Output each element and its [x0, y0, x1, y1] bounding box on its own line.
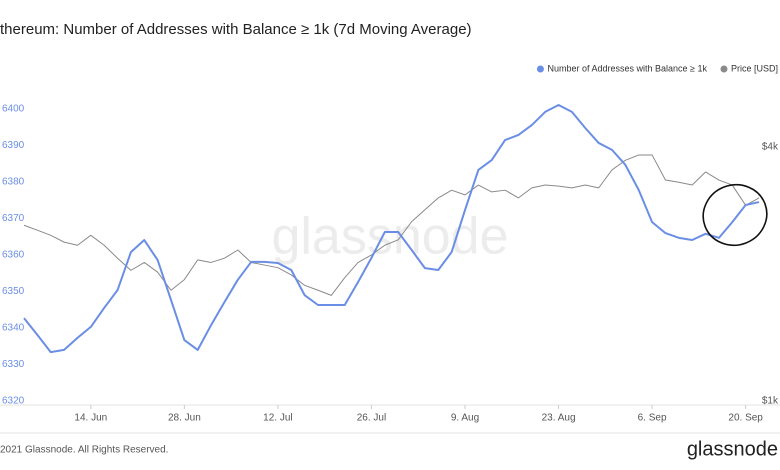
- y-tick-label: 6350: [2, 286, 25, 297]
- copyright: 2021 Glassnode. All Rights Reserved.: [0, 445, 168, 456]
- x-tick-label: 12. Jul: [263, 413, 292, 424]
- y-tick-label: 6380: [2, 177, 25, 188]
- y-tick-label: 6400: [2, 104, 25, 115]
- series-line: [23, 103, 760, 354]
- y-tick-label: 6360: [2, 250, 25, 261]
- y-tick-label: 6330: [2, 359, 25, 370]
- series-line: [23, 154, 760, 296]
- watermark: glassnode: [271, 208, 508, 266]
- legend-swatch: [720, 65, 728, 73]
- x-tick-label: 9. Aug: [451, 413, 479, 424]
- y-tick-label: 6370: [2, 213, 25, 224]
- plot-area: [23, 103, 760, 354]
- legend-label: Price [USD]: [731, 63, 778, 73]
- y-tick-label: 6340: [2, 323, 25, 334]
- legend-label: Number of Addresses with Balance ≥ 1k: [547, 63, 707, 73]
- legend-swatch: [536, 65, 544, 73]
- x-tick-label: 26. Jul: [357, 413, 386, 424]
- x-tick-label: 14. Jun: [74, 413, 107, 424]
- hand-drawn-circle: [702, 183, 768, 247]
- logo: glassnode: [687, 438, 778, 460]
- y2-tick-label: $4k: [762, 142, 779, 153]
- chart-title: thereum: Number of Addresses with Balanc…: [0, 21, 472, 38]
- x-tick-label: 6. Sep: [638, 413, 667, 424]
- y2-tick-label: $1k: [762, 396, 779, 407]
- x-tick-label: 23. Aug: [542, 413, 576, 424]
- x-tick-label: 28. Jun: [168, 413, 201, 424]
- x-tick-label: 20. Sep: [728, 413, 763, 424]
- y-tick-label: 6390: [2, 140, 25, 151]
- y-tick-label: 6320: [2, 396, 25, 407]
